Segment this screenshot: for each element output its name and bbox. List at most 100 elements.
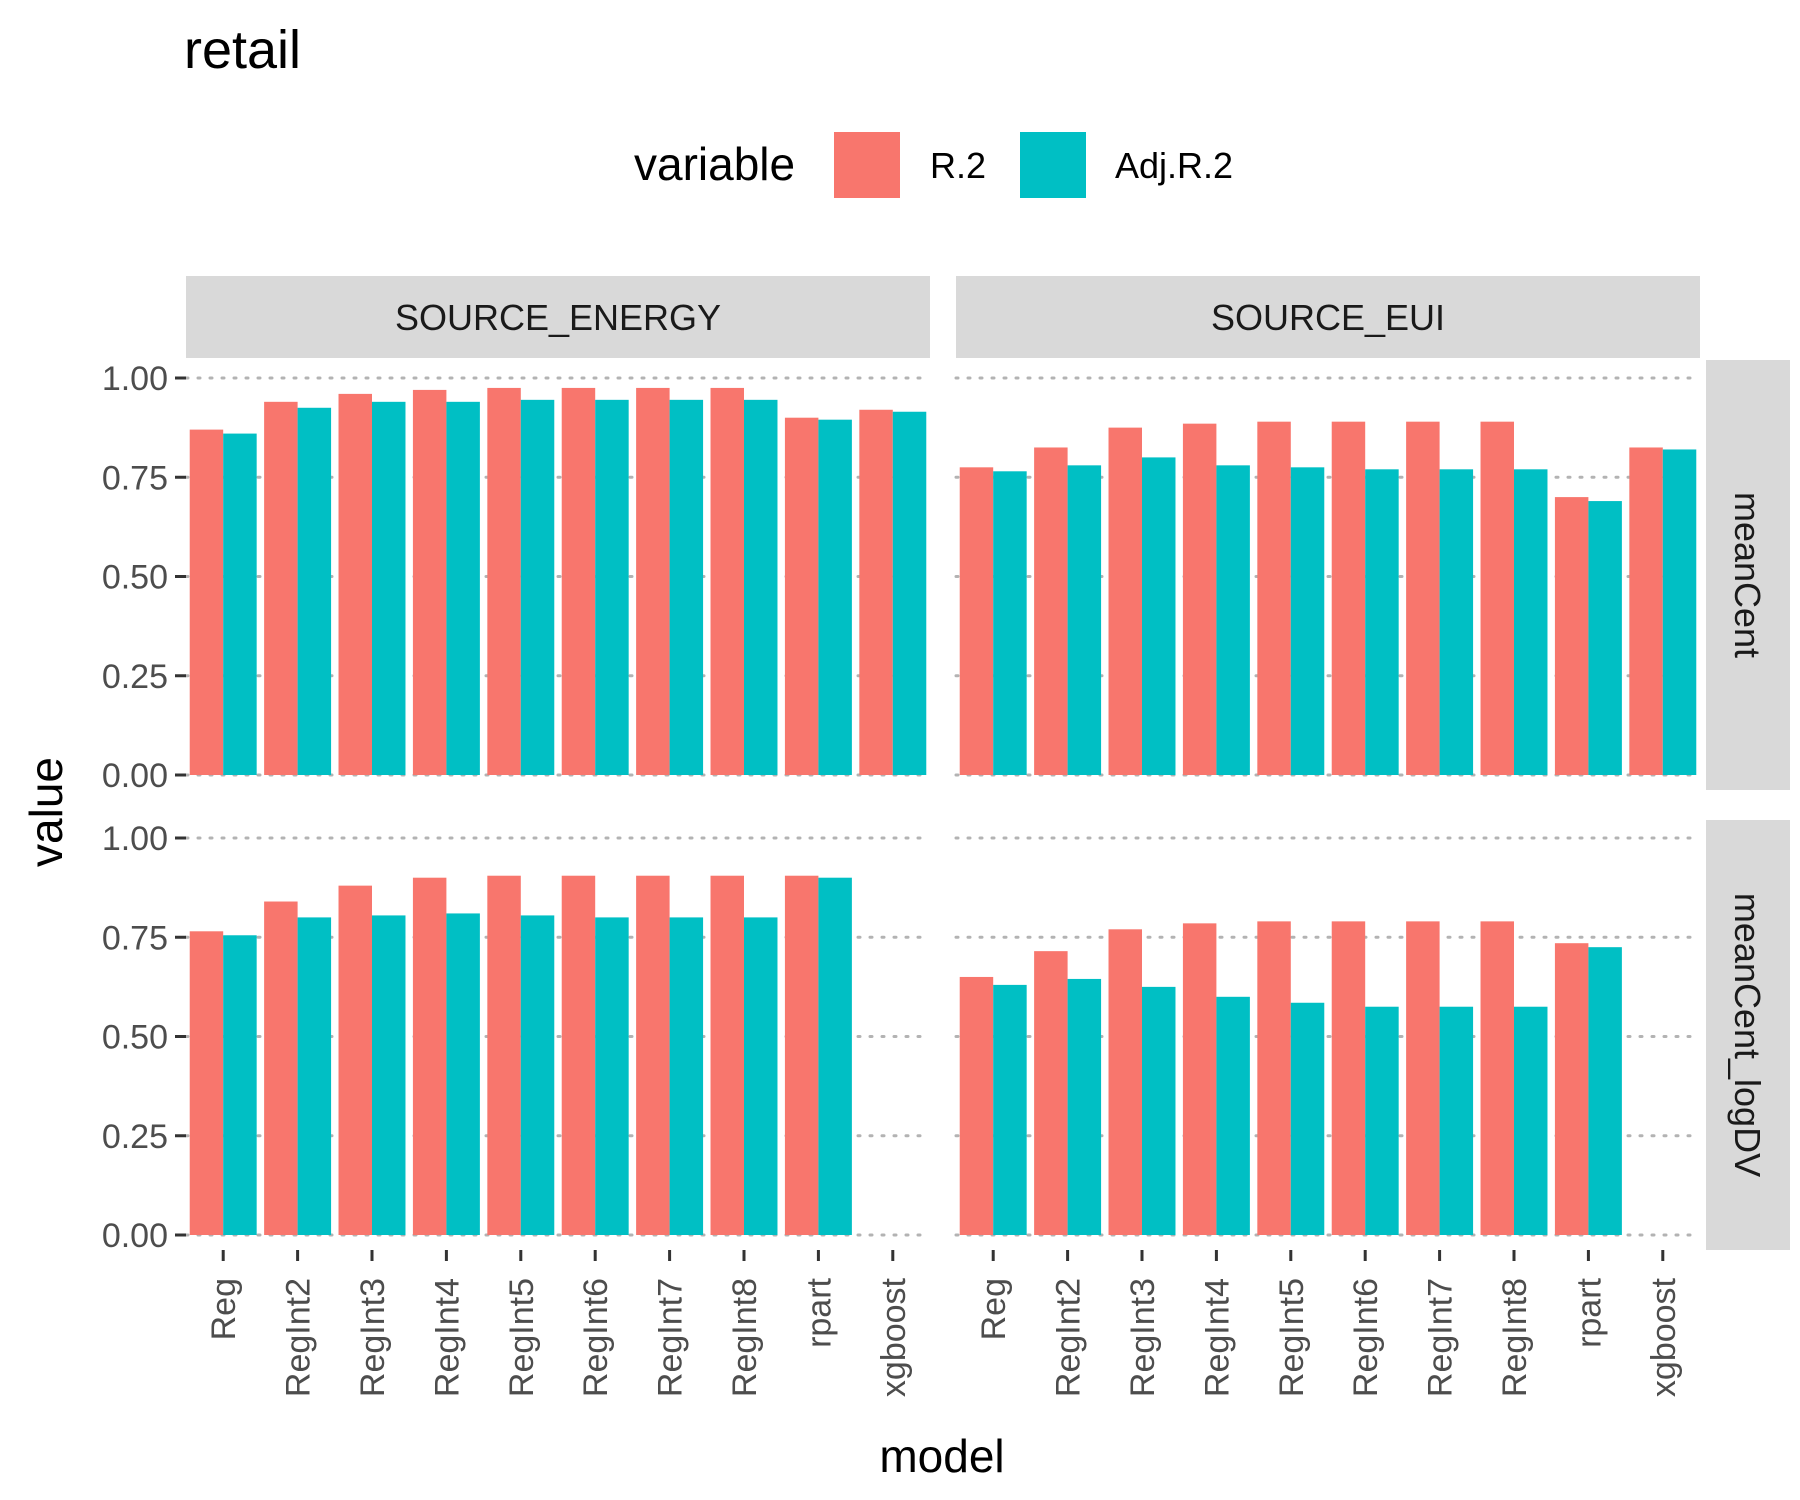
y-tick-label-meancent-100: 1.00 <box>102 360 168 398</box>
bar-source-eui-meancent-logdv-regint5-r-2 <box>1257 921 1291 1235</box>
bar-source-energy-meancent-logdv-regint2-adj-r-2 <box>297 917 332 1235</box>
bar-source-eui-meancent-regint8-adj-r-2 <box>1514 469 1548 775</box>
bar-source-eui-meancent-rpart-adj-r-2 <box>1588 501 1622 775</box>
y-tick-label-meancent-logdv-075: 0.75 <box>102 919 168 957</box>
bar-source-energy-meancent-logdv-regint4-r-2 <box>412 877 447 1235</box>
y-axis-title: value <box>20 757 72 867</box>
bar-source-eui-meancent-logdv-rpart-adj-r-2 <box>1588 947 1622 1235</box>
y-tick-label-meancent-logdv-100: 1.00 <box>102 820 168 858</box>
bar-source-eui-meancent-logdv-regint2-r-2 <box>1034 951 1068 1235</box>
bar-source-energy-meancent-logdv-rpart-adj-r-2 <box>818 877 852 1235</box>
bar-source-energy-meancent-regint6-adj-r-2 <box>595 399 629 775</box>
bar-source-eui-meancent-regint7-adj-r-2 <box>1439 469 1474 775</box>
bar-source-energy-meancent-regint4-r-2 <box>412 389 447 775</box>
bar-source-energy-meancent-logdv-regint7-adj-r-2 <box>669 917 704 1235</box>
bar-source-eui-meancent-logdv-regint3-adj-r-2 <box>1142 986 1176 1235</box>
bar-source-energy-meancent-regint3-r-2 <box>338 393 372 775</box>
bar-source-energy-meancent-logdv-regint3-adj-r-2 <box>372 915 406 1235</box>
bar-source-energy-meancent-logdv-reg-adj-r-2 <box>223 935 257 1235</box>
bar-source-eui-meancent-logdv-regint8-r-2 <box>1480 921 1514 1235</box>
x-tick-label-source-eui-regint2: RegInt2 <box>1050 1278 1088 1397</box>
bar-source-eui-meancent-regint6-r-2 <box>1331 421 1366 775</box>
bar-source-energy-meancent-rpart-r-2 <box>784 417 819 775</box>
bar-source-eui-meancent-reg-r-2 <box>959 467 994 775</box>
x-tick-label-source-energy-regint5: RegInt5 <box>503 1278 541 1397</box>
bar-source-eui-meancent-logdv-regint2-adj-r-2 <box>1067 978 1102 1235</box>
x-tick-label-source-eui-regint4: RegInt4 <box>1198 1278 1236 1397</box>
bar-source-eui-meancent-logdv-reg-r-2 <box>959 976 994 1235</box>
y-tick-label-meancent-075: 0.75 <box>102 459 168 497</box>
bar-source-energy-meancent-logdv-regint6-adj-r-2 <box>595 917 629 1235</box>
panels: SOURCE_ENERGY SOURCE_EUI meanCent meanCent_… <box>102 276 1790 1397</box>
bar-source-eui-meancent-regint5-r-2 <box>1257 421 1291 775</box>
x-tick-label-source-energy-regint3: RegInt3 <box>354 1278 392 1397</box>
strip-bg-meancent <box>1706 360 1790 790</box>
bar-source-eui-meancent-logdv-reg-adj-r-2 <box>993 984 1027 1235</box>
bar-source-energy-meancent-regint3-adj-r-2 <box>372 401 406 775</box>
x-tick-label-source-energy-regint2: RegInt2 <box>280 1278 318 1397</box>
bar-source-eui-meancent-regint2-r-2 <box>1034 447 1068 775</box>
bar-source-eui-meancent-logdv-regint5-adj-r-2 <box>1290 1002 1325 1235</box>
legend: variable R.2 Adj.R.2 <box>634 132 1233 198</box>
bar-source-eui-meancent-regint4-r-2 <box>1182 423 1217 775</box>
bar-source-energy-meancent-regint2-adj-r-2 <box>297 407 332 775</box>
bar-source-eui-meancent-logdv-regint7-adj-r-2 <box>1439 1006 1474 1235</box>
x-tick-label-source-eui-regint3: RegInt3 <box>1124 1278 1162 1397</box>
bar-source-eui-meancent-logdv-regint4-adj-r-2 <box>1216 996 1250 1235</box>
strip-bg-meancent-logdv <box>1706 820 1790 1250</box>
bar-source-eui-meancent-regint6-adj-r-2 <box>1365 469 1399 775</box>
bar-source-eui-meancent-logdv-regint7-r-2 <box>1406 921 1440 1235</box>
bar-source-eui-meancent-regint3-r-2 <box>1108 427 1142 775</box>
strip-bg-source-eui <box>956 276 1700 358</box>
legend-swatch-adj-r2 <box>1020 132 1086 198</box>
strip-label-source-energy: SOURCE_ENERGY <box>395 297 721 338</box>
bar-source-energy-meancent-regint7-r-2 <box>636 387 670 775</box>
bar-source-energy-meancent-logdv-regint4-adj-r-2 <box>446 913 480 1235</box>
bar-source-energy-meancent-logdv-regint5-adj-r-2 <box>520 915 555 1235</box>
bar-source-energy-meancent-regint8-adj-r-2 <box>744 399 778 775</box>
bar-source-eui-meancent-regint8-r-2 <box>1480 421 1514 775</box>
bar-source-energy-meancent-logdv-regint5-r-2 <box>487 875 521 1235</box>
bar-source-energy-meancent-reg-adj-r-2 <box>223 433 257 775</box>
x-tick-label-source-energy-regint4: RegInt4 <box>428 1278 466 1397</box>
x-tick-label-source-eui-reg: Reg <box>975 1278 1013 1340</box>
bar-source-eui-meancent-rpart-r-2 <box>1554 497 1589 775</box>
bar-source-eui-meancent-reg-adj-r-2 <box>993 471 1027 775</box>
bar-source-energy-meancent-logdv-regint8-r-2 <box>710 875 744 1235</box>
bar-source-energy-meancent-logdv-rpart-r-2 <box>784 875 819 1235</box>
bar-source-eui-meancent-logdv-regint4-r-2 <box>1182 923 1217 1235</box>
legend-label-r2: R.2 <box>930 145 986 186</box>
x-tick-label-source-eui-regint6: RegInt6 <box>1347 1278 1385 1397</box>
bar-source-energy-meancent-regint4-adj-r-2 <box>446 401 480 775</box>
bar-source-eui-meancent-logdv-regint6-r-2 <box>1331 921 1366 1235</box>
bar-source-eui-meancent-regint7-r-2 <box>1406 421 1440 775</box>
x-tick-label-source-eui-rpart: rpart <box>1570 1277 1608 1347</box>
strip-label-meancent-logdv: meanCent_logDV <box>1727 893 1768 1177</box>
bar-source-energy-meancent-regint8-r-2 <box>710 387 744 775</box>
bar-source-energy-meancent-logdv-reg-r-2 <box>189 931 224 1235</box>
bar-source-energy-meancent-reg-r-2 <box>189 429 224 775</box>
bar-source-energy-meancent-regint2-r-2 <box>264 401 298 775</box>
bar-source-eui-meancent-regint2-adj-r-2 <box>1067 465 1102 775</box>
strip-bg-source-energy <box>186 276 930 358</box>
legend-title: variable <box>634 138 795 190</box>
bar-source-energy-meancent-rpart-adj-r-2 <box>818 419 852 775</box>
y-tick-label-meancent-logdv-050: 0.50 <box>102 1019 168 1057</box>
y-tick-label-meancent-logdv-025: 0.25 <box>102 1118 168 1156</box>
x-tick-label-source-energy-xgboost: xgboost <box>875 1277 913 1397</box>
bar-source-energy-meancent-logdv-regint8-adj-r-2 <box>744 917 778 1235</box>
bar-source-energy-meancent-regint6-r-2 <box>561 387 596 775</box>
y-tick-label-meancent-025: 0.25 <box>102 658 168 696</box>
x-tick-label-source-eui-regint5: RegInt5 <box>1273 1278 1311 1397</box>
bar-source-energy-meancent-regint5-adj-r-2 <box>520 399 555 775</box>
y-tick-label-meancent-logdv-000: 0.00 <box>102 1217 168 1255</box>
y-tick-label-meancent-050: 0.50 <box>102 559 168 597</box>
bar-source-eui-meancent-xgboost-adj-r-2 <box>1662 449 1697 775</box>
bar-source-energy-meancent-logdv-regint6-r-2 <box>561 875 596 1235</box>
bar-source-energy-meancent-regint5-r-2 <box>487 387 521 775</box>
x-axis-title: model <box>879 1430 1004 1482</box>
x-tick-label-source-eui-regint8: RegInt8 <box>1496 1278 1534 1397</box>
bar-source-eui-meancent-logdv-regint6-adj-r-2 <box>1365 1006 1399 1235</box>
x-tick-label-source-energy-regint7: RegInt7 <box>652 1278 690 1397</box>
